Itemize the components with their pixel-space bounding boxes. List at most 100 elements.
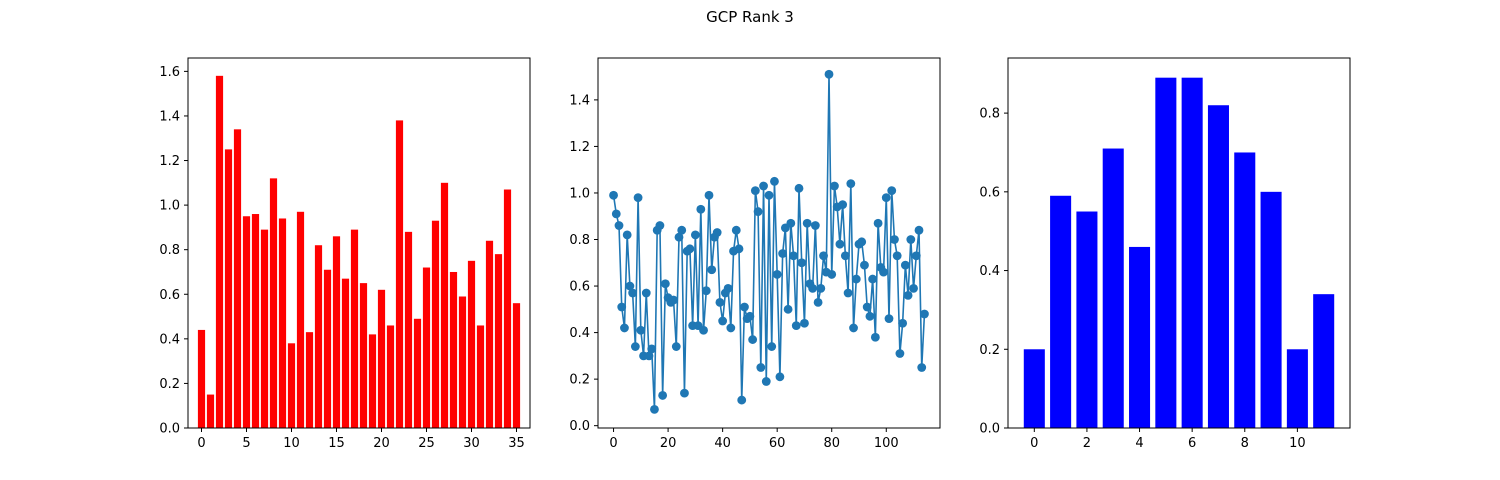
x-tick-label: 60 [769,436,786,451]
data-point-92 [860,260,869,270]
bar-26 [431,220,440,428]
data-point-113 [917,363,927,372]
x-tick-label: 5 [242,436,250,451]
y-tick-label: 0.2 [569,373,590,388]
data-point-86 [843,288,853,298]
data-point-17 [655,221,665,230]
data-point-1 [611,209,621,219]
data-point-36 [707,265,717,275]
bar-8 [269,178,278,428]
y-tick-label: 0.0 [569,419,590,434]
data-point-91 [857,237,867,247]
x-tick-label: 30 [463,436,480,451]
data-point-52 [750,186,760,196]
y-tick-label: 0.0 [979,422,1000,437]
chart-panel-3: 0 2 4 6 8 10 0.0 0.2 0.4 0.6 0.8 [979,57,1351,451]
data-point-66 [789,251,798,261]
bar-10 [287,343,296,428]
data-point-96 [870,332,880,342]
data-point-105 [895,349,905,358]
figure-title: GCP Rank 3 [706,8,794,26]
data-point-3 [617,302,627,312]
data-point-23 [671,342,681,351]
data-point-50 [745,311,755,321]
data-point-70 [800,318,809,328]
data-point-24 [674,232,684,242]
data-point-48 [740,302,749,312]
bar-3 [1102,148,1124,428]
data-point-53 [753,207,763,216]
bar-30 [467,260,476,428]
data-point-55 [759,181,768,191]
bar-9 [1260,191,1282,428]
bar-5 [242,216,251,428]
data-point-106 [898,318,908,328]
bar-18 [359,283,368,428]
data-point-84 [838,200,848,210]
y-tick-label: 0.6 [159,288,180,303]
data-point-81 [830,181,839,191]
y-tick-label: 1.0 [159,199,180,214]
chart-panel-1: 0 5 10 15 20 25 30 35 0.0 0.2 0.4 0.6 0.8 1.0 1.2 1.4 1.… [159,57,531,451]
data-point-102 [887,186,897,196]
data-point-88 [849,323,858,333]
data-point-76 [816,283,826,293]
data-point-12 [641,288,651,298]
data-point-85 [840,251,850,261]
data-point-45 [731,225,741,235]
data-point-15 [650,404,659,414]
axes-frame [597,57,941,429]
data-point-30 [690,230,700,240]
bar-1 [1050,195,1072,428]
data-point-46 [734,244,744,254]
data-point-111 [911,251,921,261]
axes-frame [1007,57,1351,429]
data-point-19 [660,279,670,289]
bar-2 [1076,211,1098,428]
y-tick-label: 0.2 [159,377,180,392]
series-line [612,74,926,410]
data-point-22 [669,295,678,305]
x-tick-label: 0 [197,436,205,451]
bar-34 [503,189,512,428]
data-point-114 [920,309,929,319]
data-point-34 [701,286,711,296]
y-tick-label: 0.6 [979,185,1000,200]
bar-2 [215,75,224,428]
bar-25 [422,267,431,428]
x-tick-label: 20 [373,436,390,451]
chart-marks [609,69,929,414]
bar-12 [305,332,314,428]
y-tick-label: 1.2 [569,140,590,155]
data-point-80 [827,270,837,279]
data-point-67 [791,321,801,331]
x-tick-label: 25 [418,436,435,451]
y-tick-label: 0.2 [979,343,1000,358]
data-point-87 [846,179,856,189]
data-point-74 [810,221,820,230]
x-tick-label: 6 [1188,436,1196,451]
x-tick-label: 100 [874,436,899,451]
data-point-77 [819,251,828,261]
data-point-9 [633,193,643,203]
bar-35 [512,303,521,428]
data-point-26 [680,388,689,398]
x-tick-label: 10 [1289,436,1306,451]
bar-27 [440,182,449,428]
bar-5 [1155,77,1177,429]
bar-4 [1129,246,1151,428]
data-point-35 [704,190,714,200]
y-tick-label: 0.8 [979,107,1000,122]
data-point-42 [723,283,733,293]
data-point-6 [625,281,635,291]
bar-7 [1207,105,1229,428]
bar-21 [386,325,395,428]
data-point-97 [873,218,883,228]
x-tick-label: 2 [1083,436,1091,451]
y-tick-label: 0.8 [569,233,590,248]
data-point-69 [797,258,807,268]
y-tick-label: 1.4 [569,93,590,108]
data-point-18 [658,391,668,400]
data-point-32 [696,204,706,214]
bar-23 [404,231,413,428]
